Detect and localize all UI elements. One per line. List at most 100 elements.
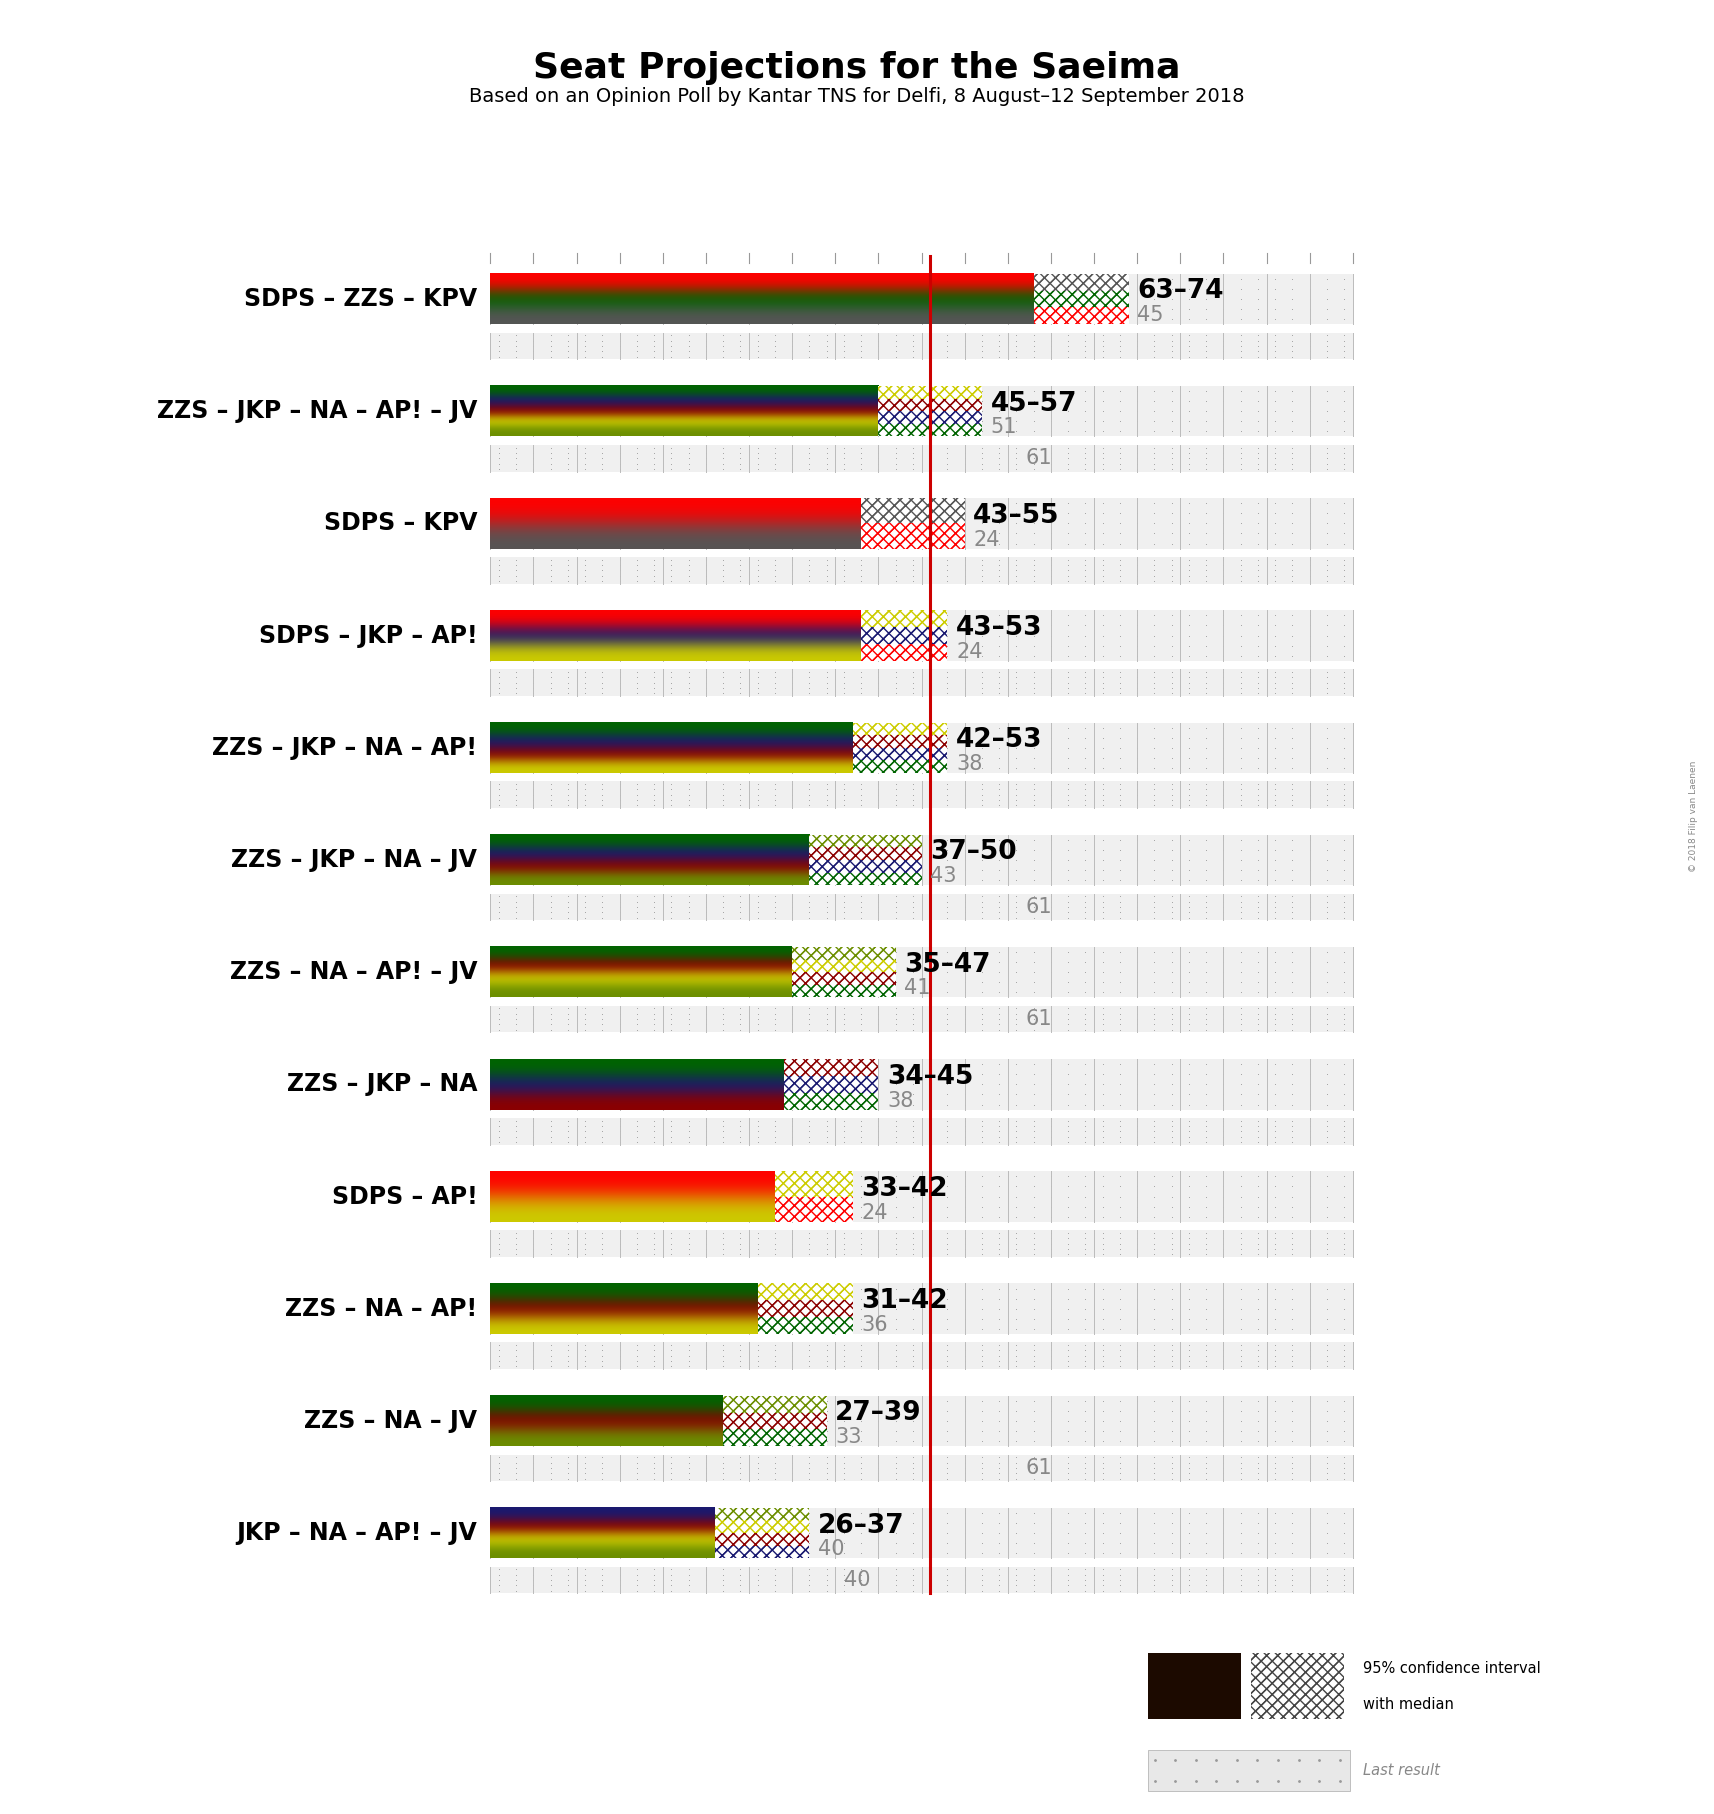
Text: 38: 38 (956, 755, 982, 775)
Bar (783, 1092, 878, 1110)
Text: 51: 51 (991, 417, 1016, 437)
Bar (490, 1059, 1352, 1110)
Text: Based on an Opinion Poll by Kantar TNS for Delfi, 8 August–12 September 2018: Based on an Opinion Poll by Kantar TNS f… (470, 87, 1244, 105)
Bar (723, 1413, 826, 1429)
Text: JKP – NA – AP! – JV: JKP – NA – AP! – JV (237, 1522, 476, 1546)
Bar (879, 386, 982, 399)
Bar (715, 1533, 809, 1546)
Bar (879, 424, 982, 437)
Text: 42–53: 42–53 (956, 727, 1042, 753)
Bar (715, 1520, 809, 1533)
Bar (1034, 290, 1128, 307)
Bar (792, 972, 896, 985)
Bar (809, 834, 922, 847)
Bar (809, 860, 922, 873)
Bar (852, 722, 948, 735)
Bar (860, 644, 948, 660)
Text: 24: 24 (956, 642, 982, 662)
Text: 34–45: 34–45 (888, 1063, 974, 1090)
Bar (809, 873, 922, 885)
Bar (852, 747, 948, 760)
Text: with median: with median (1363, 1696, 1453, 1712)
Text: 27–39: 27–39 (835, 1400, 922, 1426)
Text: 33–42: 33–42 (860, 1175, 948, 1203)
Bar (860, 610, 948, 628)
Bar (1034, 307, 1128, 325)
Bar (860, 610, 948, 628)
Bar (879, 412, 982, 424)
Bar (715, 1507, 809, 1520)
Text: ZZS – JKP – NA – AP! – JV: ZZS – JKP – NA – AP! – JV (158, 399, 476, 423)
Text: 31–42: 31–42 (860, 1288, 948, 1313)
Bar (775, 1172, 852, 1197)
Bar (792, 960, 896, 972)
Bar (715, 1507, 809, 1520)
Bar (792, 985, 896, 998)
Bar (792, 972, 896, 985)
Bar (860, 628, 948, 644)
Bar (775, 1172, 852, 1197)
Bar (490, 386, 1352, 437)
Bar (490, 1230, 1352, 1257)
Bar (879, 386, 982, 399)
Bar (723, 1413, 826, 1429)
Bar (490, 782, 1352, 807)
Bar (879, 399, 982, 412)
Bar (792, 960, 896, 972)
Bar (490, 610, 1352, 660)
Bar (879, 399, 982, 412)
Bar (879, 399, 982, 412)
Text: 38: 38 (888, 1090, 914, 1110)
Bar (809, 834, 922, 847)
Text: 45–57: 45–57 (991, 390, 1076, 417)
Text: 45: 45 (1136, 305, 1164, 325)
Bar (1148, 1654, 1241, 1720)
Bar (758, 1284, 852, 1301)
Bar (490, 444, 1352, 472)
Text: © 2018 Filip van Laenen: © 2018 Filip van Laenen (1688, 760, 1699, 873)
Bar (792, 947, 896, 960)
Bar (879, 412, 982, 424)
Bar (1251, 1654, 1344, 1720)
Bar (775, 1197, 852, 1223)
Bar (490, 557, 1352, 584)
Bar (723, 1395, 826, 1413)
Text: 61: 61 (1025, 1009, 1052, 1029)
Text: Last result: Last result (1363, 1763, 1440, 1778)
Bar (852, 747, 948, 760)
Bar (715, 1507, 809, 1520)
Bar (758, 1301, 852, 1317)
Bar (852, 735, 948, 747)
Bar (783, 1092, 878, 1110)
Bar (852, 722, 948, 735)
Bar (490, 894, 1352, 920)
Bar (715, 1546, 809, 1558)
Bar (715, 1533, 809, 1546)
Text: 40: 40 (818, 1540, 845, 1560)
Bar (490, 669, 1352, 697)
Bar (852, 747, 948, 760)
Bar (490, 1284, 1352, 1333)
Bar (852, 760, 948, 773)
Bar (879, 412, 982, 424)
Bar (860, 524, 965, 548)
Text: ZZS – JKP – NA – JV: ZZS – JKP – NA – JV (231, 847, 476, 873)
Text: 61: 61 (1025, 1458, 1052, 1478)
Text: 43: 43 (931, 865, 956, 885)
Bar (490, 1117, 1352, 1145)
Bar (490, 332, 1352, 359)
Bar (1034, 290, 1128, 307)
Bar (860, 628, 948, 644)
Text: SDPS – JKP – AP!: SDPS – JKP – AP! (259, 624, 476, 648)
Text: ZZS – NA – AP! – JV: ZZS – NA – AP! – JV (230, 960, 476, 985)
Text: 33: 33 (835, 1428, 862, 1448)
Text: 36: 36 (860, 1315, 888, 1335)
Bar (758, 1301, 852, 1317)
Bar (792, 985, 896, 998)
Bar (775, 1172, 852, 1197)
Bar (758, 1317, 852, 1333)
Bar (490, 274, 1352, 325)
Bar (792, 947, 896, 960)
Text: 26–37: 26–37 (818, 1513, 905, 1538)
Bar (715, 1546, 809, 1558)
